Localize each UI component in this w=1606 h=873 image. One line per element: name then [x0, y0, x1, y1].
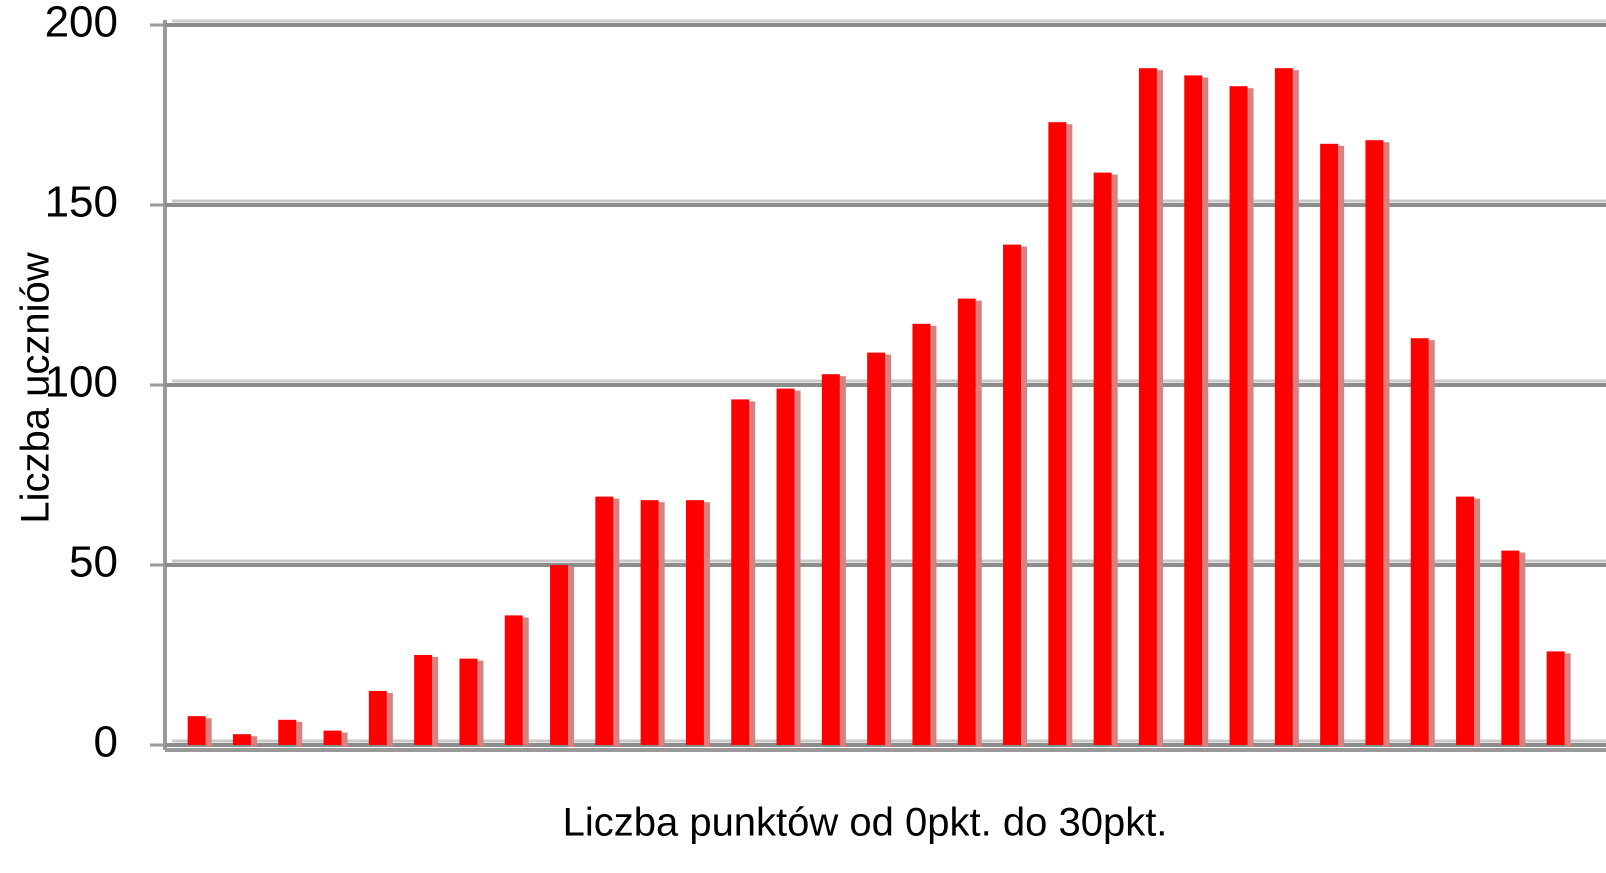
bar-side [749, 401, 756, 747]
bar [1456, 496, 1475, 745]
bar-side [250, 736, 257, 747]
bar-side [1474, 498, 1481, 747]
bar [187, 716, 206, 745]
bar [595, 496, 614, 745]
bar-side [1519, 552, 1526, 747]
y-tick-label: 100 [45, 358, 118, 407]
bar-side [296, 721, 303, 747]
bar [232, 734, 251, 745]
bar [1320, 143, 1339, 746]
bar-side [975, 300, 982, 747]
bar-side [703, 502, 710, 747]
bar-side [885, 354, 892, 747]
bar-side [1066, 124, 1073, 747]
bar-side [839, 376, 846, 747]
bar-side [522, 617, 529, 747]
bar [685, 500, 704, 745]
bar [1048, 122, 1067, 745]
bar [323, 730, 342, 745]
bar-side [1383, 142, 1390, 747]
bar-side [1202, 77, 1209, 747]
bar-side [613, 498, 620, 747]
bar [414, 655, 433, 745]
bar-side [1338, 145, 1345, 748]
y-axis-title: Liczba uczniów [14, 252, 58, 523]
bar-side [341, 732, 348, 747]
bar-side [930, 325, 937, 747]
y-tick-label: 50 [69, 538, 118, 587]
bar [368, 691, 387, 745]
bar-side [658, 502, 665, 747]
bar [1365, 140, 1384, 745]
bar-side [386, 693, 393, 747]
bar [1501, 550, 1520, 745]
bar [1229, 86, 1248, 745]
bar [1410, 338, 1429, 745]
bar [1546, 651, 1565, 745]
bar [821, 374, 840, 745]
bar [912, 323, 931, 745]
bar-side [477, 660, 484, 747]
bar-side [1247, 88, 1254, 747]
bar-side [1292, 70, 1299, 747]
y-tick-label: 0 [94, 718, 118, 767]
bar [550, 565, 569, 745]
bar-side [1021, 246, 1028, 747]
bar [278, 719, 297, 745]
bar-side [794, 390, 801, 747]
bar [957, 298, 976, 745]
y-tick-label: 200 [45, 0, 118, 47]
bar [1093, 172, 1112, 746]
bar [867, 352, 886, 745]
y-tick-label: 150 [45, 178, 118, 227]
bar [1003, 244, 1022, 745]
bar [731, 399, 750, 745]
bar [504, 615, 523, 745]
bar [1184, 75, 1203, 745]
bar [640, 500, 659, 745]
bar-side [1156, 70, 1163, 747]
bar [1138, 68, 1157, 745]
bar-side [568, 567, 575, 747]
bar-side [1428, 340, 1435, 747]
x-axis-title: Liczba punktów od 0pkt. do 30pkt. [563, 801, 1168, 845]
bar-side [1564, 653, 1571, 747]
bar-side [432, 657, 439, 747]
bar [1274, 68, 1293, 745]
bar [459, 658, 478, 745]
bar-side [1111, 174, 1118, 748]
bar-side [205, 718, 212, 747]
bar [776, 388, 795, 745]
